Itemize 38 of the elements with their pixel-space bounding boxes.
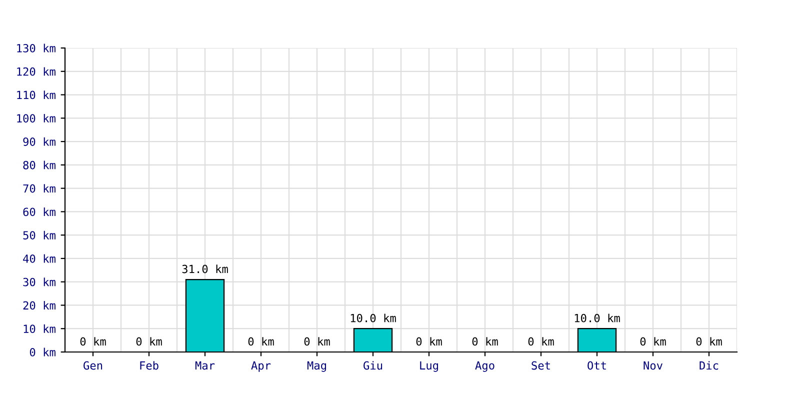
- data-label: 0 km: [248, 337, 274, 346]
- x-tick-label: Giu: [364, 361, 382, 370]
- data-label: 0 km: [640, 337, 666, 346]
- y-tick-label: 40 km: [23, 254, 56, 263]
- data-label: 10.0 km: [574, 314, 620, 322]
- x-tick-label: Ott: [588, 361, 606, 370]
- data-label: 0 km: [416, 337, 442, 346]
- y-tick-label: 80 km: [23, 160, 56, 170]
- data-label: 0 km: [304, 337, 330, 346]
- x-tick-label: Feb: [140, 361, 158, 370]
- y-tick-label: 120 km: [17, 67, 56, 76]
- y-tick-label: 130 km: [17, 44, 56, 52]
- x-tick-label: Nov: [644, 361, 662, 370]
- y-tick-label: 20 km: [23, 301, 56, 310]
- y-tick-label: 110 km: [17, 90, 56, 100]
- data-label: 0 km: [80, 337, 106, 346]
- data-label: 31.0 km: [182, 264, 228, 274]
- data-label: 0 km: [528, 337, 554, 346]
- x-tick-label: Dic: [700, 361, 718, 370]
- y-tick-label: 0 km: [30, 348, 56, 356]
- data-label: 0 km: [696, 337, 722, 346]
- data-label: 0 km: [136, 337, 162, 346]
- x-tick-label: Mar: [195, 361, 215, 370]
- y-tick-label: 60 km: [23, 208, 56, 216]
- y-tick-label: 30 km: [23, 278, 56, 286]
- y-tick-label: 70 km: [23, 184, 56, 193]
- data-label: 10.0 km: [350, 314, 396, 322]
- x-tick-label: Gen: [84, 361, 102, 370]
- x-tick-label: Mag: [307, 361, 326, 372]
- x-tick-label: Ago: [475, 361, 494, 372]
- x-tick-label: Set: [532, 361, 550, 370]
- x-tick-label: Lug: [420, 361, 438, 372]
- y-tick-label: 90 km: [23, 137, 56, 146]
- data-label: 0 km: [472, 337, 498, 346]
- y-tick-label: 100 km: [17, 114, 56, 123]
- x-tick-label: Apr: [251, 361, 271, 372]
- y-tick-label: 10 km: [24, 324, 56, 334]
- y-tick-label: 50 km: [23, 230, 56, 240]
